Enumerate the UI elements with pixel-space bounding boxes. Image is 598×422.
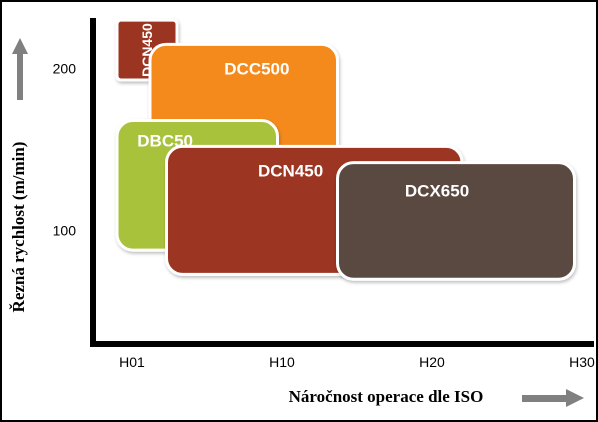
y-tick-label: 100 — [53, 223, 77, 239]
y-axis-title: Řezná rychlost (m/min) — [9, 142, 28, 313]
ticks-layer: H01 H10 H20 H30 100 200 — [53, 61, 595, 370]
y-tick-label: 200 — [53, 61, 77, 77]
x-tick-label: H30 — [569, 354, 595, 370]
region-label: DCX650 — [405, 182, 469, 201]
x-tick-label: H20 — [419, 354, 445, 370]
region-shape — [336, 161, 576, 281]
x-axis-arrow — [522, 389, 584, 407]
axes-layer — [90, 18, 594, 347]
x-axis-title: Náročnost operace dle ISO — [289, 387, 484, 406]
region-dcx650-4: DCX650 — [336, 161, 576, 281]
region-label: DCC500 — [224, 59, 289, 78]
y-axis-arrow — [12, 38, 28, 100]
x-tick-label: H01 — [119, 354, 145, 370]
x-tick-label: H10 — [269, 354, 295, 370]
region-label: DCN450 — [258, 161, 323, 180]
